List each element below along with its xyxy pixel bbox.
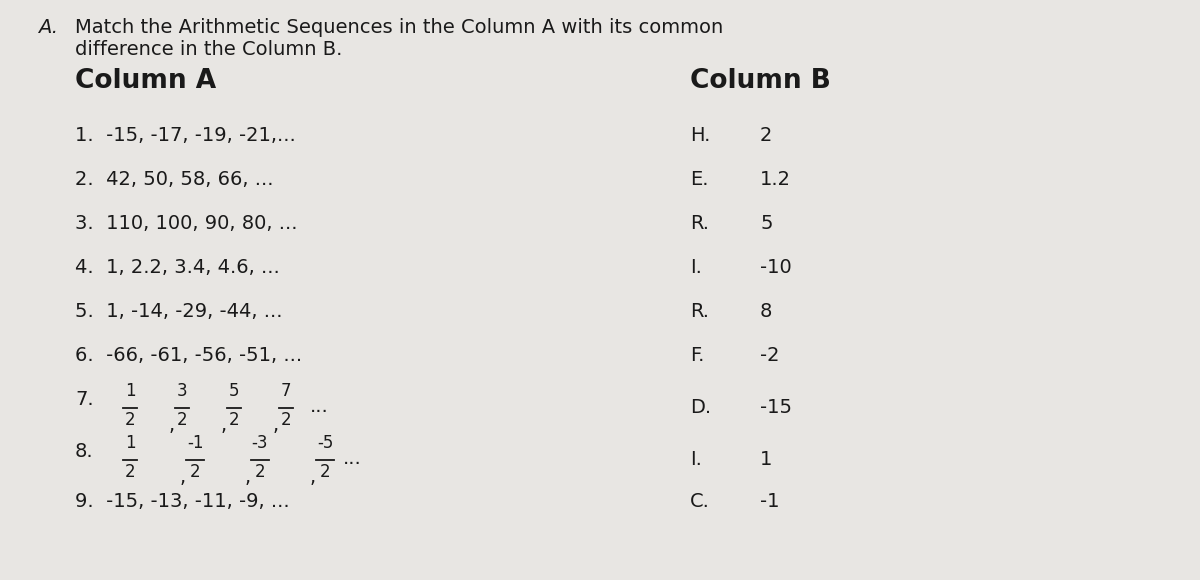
Text: I.: I. — [690, 450, 702, 469]
Text: I.: I. — [690, 258, 702, 277]
Text: 1: 1 — [125, 382, 136, 400]
Text: Column A: Column A — [74, 68, 216, 94]
Text: 1.2: 1.2 — [760, 170, 791, 189]
Text: 2.  42, 50, 58, 66, ...: 2. 42, 50, 58, 66, ... — [74, 170, 274, 189]
Text: 5: 5 — [229, 382, 239, 400]
Text: ,: , — [169, 416, 175, 435]
Text: 2: 2 — [760, 126, 773, 145]
Text: 7.: 7. — [74, 390, 94, 409]
Text: F.: F. — [690, 346, 704, 365]
Text: 2: 2 — [229, 411, 239, 429]
Text: -5: -5 — [317, 434, 334, 452]
Text: 2: 2 — [176, 411, 187, 429]
Text: 3.  110, 100, 90, 80, ...: 3. 110, 100, 90, 80, ... — [74, 214, 298, 233]
Text: 5: 5 — [760, 214, 773, 233]
Text: ,: , — [180, 468, 186, 487]
Text: Match the Arithmetic Sequences in the Column A with its common: Match the Arithmetic Sequences in the Co… — [74, 18, 724, 37]
Text: ...: ... — [310, 397, 329, 415]
Text: 4.  1, 2.2, 3.4, 4.6, ...: 4. 1, 2.2, 3.4, 4.6, ... — [74, 258, 280, 277]
Text: 5.  1, -14, -29, -44, ...: 5. 1, -14, -29, -44, ... — [74, 302, 282, 321]
Text: -1: -1 — [760, 492, 780, 511]
Text: 2: 2 — [190, 463, 200, 481]
Text: 1: 1 — [760, 450, 773, 469]
Text: D.: D. — [690, 398, 712, 417]
Text: 2: 2 — [254, 463, 265, 481]
Text: H.: H. — [690, 126, 710, 145]
Text: ,: , — [310, 468, 316, 487]
Text: 7: 7 — [281, 382, 292, 400]
Text: 1: 1 — [125, 434, 136, 452]
Text: 9.  -15, -13, -11, -9, ...: 9. -15, -13, -11, -9, ... — [74, 492, 289, 511]
Text: 2: 2 — [281, 411, 292, 429]
Text: ,: , — [245, 468, 251, 487]
Text: 1.  -15, -17, -19, -21,...: 1. -15, -17, -19, -21,... — [74, 126, 295, 145]
Text: ,: , — [221, 416, 227, 435]
Text: -10: -10 — [760, 258, 792, 277]
Text: A.: A. — [38, 18, 58, 37]
Text: -15: -15 — [760, 398, 792, 417]
Text: 2: 2 — [125, 463, 136, 481]
Text: -2: -2 — [760, 346, 780, 365]
Text: 2: 2 — [125, 411, 136, 429]
Text: Column B: Column B — [690, 68, 830, 94]
Text: 3: 3 — [176, 382, 187, 400]
Text: ...: ... — [343, 448, 361, 467]
Text: E.: E. — [690, 170, 708, 189]
Text: 2: 2 — [319, 463, 330, 481]
Text: 6.  -66, -61, -56, -51, ...: 6. -66, -61, -56, -51, ... — [74, 346, 302, 365]
Text: 8.: 8. — [74, 442, 94, 461]
Text: -3: -3 — [252, 434, 269, 452]
Text: ,: , — [272, 416, 280, 435]
Text: C.: C. — [690, 492, 710, 511]
Text: R.: R. — [690, 302, 709, 321]
Text: -1: -1 — [187, 434, 203, 452]
Text: 8: 8 — [760, 302, 773, 321]
Text: R.: R. — [690, 214, 709, 233]
Text: difference in the Column B.: difference in the Column B. — [74, 40, 342, 59]
